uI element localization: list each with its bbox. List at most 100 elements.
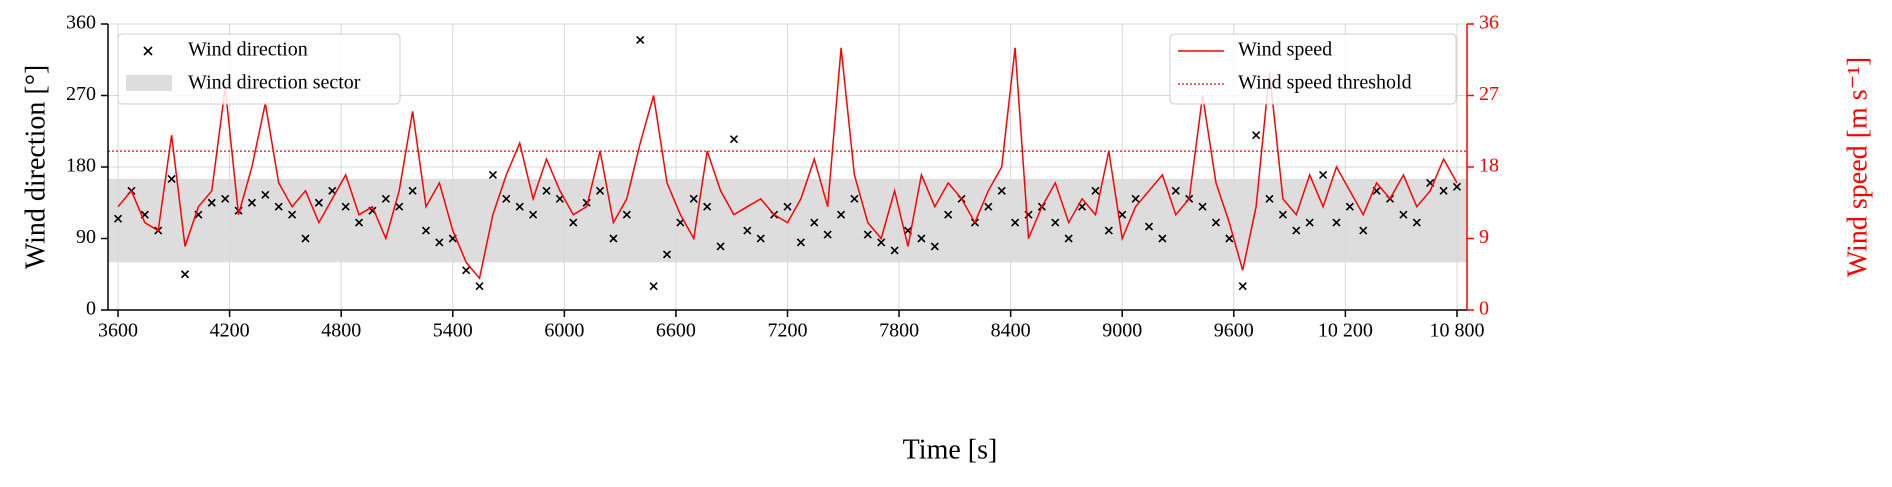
direction-point [529,210,538,219]
direction-point [542,186,551,195]
direction-point [314,198,323,207]
y-tick-label: 90 [76,226,96,248]
direction-point [247,198,256,207]
legend-label: Wind speed threshold [1238,72,1412,94]
direction-point [716,242,725,251]
direction-point [1144,222,1154,231]
direction-point [261,190,270,199]
direction-point [395,202,404,211]
legend-symbol [143,46,153,56]
direction-point [930,242,939,251]
direction-point [341,202,350,211]
x-tick-label: 7800 [879,320,919,342]
x-axis-label: Time [s] [903,434,998,465]
direction-point [783,202,792,211]
direction-point [488,170,498,180]
direction-point [984,202,993,211]
direction-point [1292,226,1301,235]
direction-point [288,210,297,219]
y2-tick-label: 27 [1479,83,1499,105]
direction-point [729,135,739,144]
x-tick-label: 8400 [991,320,1031,342]
x-tick-label: 4200 [210,320,250,342]
x-tick-label: 10 800 [1429,320,1484,342]
direction-point [1238,282,1247,291]
direction-point [1412,218,1421,227]
direction-point [1198,202,1207,211]
direction-point [1064,234,1073,243]
y-axis-label: Wind direction [°] [20,65,51,269]
direction-point [1319,170,1328,180]
direction-point [756,234,765,243]
direction-point [167,174,176,183]
x-tick-label: 9600 [1214,320,1254,342]
direction-point [1305,218,1314,227]
direction-point [1158,234,1167,243]
direction-point [662,250,672,259]
direction-point [408,186,417,195]
direction-point [1091,186,1100,195]
y-tick-label: 180 [66,155,96,177]
direction-point [1399,210,1408,219]
direction-point [221,194,230,203]
direction-point [636,35,645,44]
direction-point [863,230,872,239]
legend-box [1169,33,1457,105]
y2-tick-label: 36 [1479,12,1499,34]
direction-point [207,198,216,207]
direction-point [515,202,524,211]
direction-point [796,238,805,247]
legend-label: Wind speed [1238,39,1332,61]
direction-point [917,234,926,243]
direction-point [1225,234,1234,243]
legend-symbol [126,75,172,91]
direction-point [1211,218,1221,227]
direction-point [180,270,190,279]
direction-point [850,194,859,203]
x-tick-label: 9000 [1102,320,1142,342]
direction-point [435,238,444,247]
y2-tick-label: 9 [1479,226,1489,248]
direction-point [1051,218,1060,227]
direction-point [1131,194,1140,203]
direction-point [1439,186,1448,195]
direction-point [381,194,390,203]
direction-point [462,266,471,275]
direction-point [877,238,886,247]
direction-point [1104,226,1113,235]
legend-label: Wind direction [188,39,308,61]
x-tick-label: 4800 [321,320,361,342]
x-tick-label: 6000 [544,320,584,342]
direction-point [595,186,605,195]
direction-point [569,218,578,227]
direction-point [1345,202,1354,211]
x-tick-label: 3600 [98,320,138,342]
direction-point [1359,226,1368,235]
direction-point [890,246,899,255]
direction-point [743,226,752,235]
y2-tick-label: 0 [1479,298,1489,320]
direction-point [944,210,953,219]
direction-point [1011,218,1020,227]
legend-box [117,33,401,105]
x-tick-label: 10 200 [1318,320,1373,342]
direction-point [274,202,283,211]
direction-point [609,234,618,243]
direction-point [810,218,819,227]
direction-point [582,198,591,207]
direction-point [703,202,712,211]
direction-point [1171,186,1180,195]
y-tick-label: 360 [66,12,96,34]
direction-point [354,218,364,227]
direction-point [502,194,511,203]
y-tick-label: 0 [86,298,96,320]
direction-point [1252,131,1261,140]
direction-point [1265,194,1274,203]
x-tick-label: 7200 [768,320,808,342]
speed-line [117,47,1458,280]
direction-point [836,210,846,219]
direction-point [649,282,658,291]
direction-point [421,226,431,235]
direction-point [997,186,1006,195]
